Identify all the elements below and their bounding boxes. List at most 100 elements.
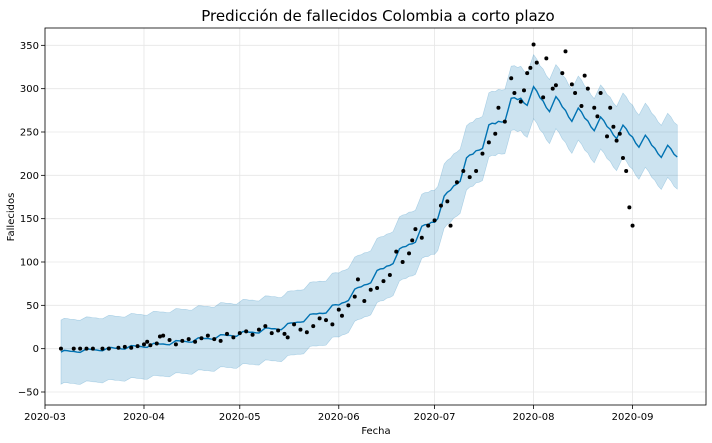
- observed-point: [611, 124, 616, 129]
- observed-point: [375, 286, 380, 290]
- y-tick-label: 0: [33, 344, 39, 355]
- observed-point: [614, 138, 619, 143]
- observed-point: [339, 313, 344, 318]
- forecast-line-layer: [60, 85, 678, 354]
- y-tick-label: −50: [18, 388, 39, 399]
- grid: [44, 28, 706, 405]
- uncertainty-band-area: [60, 53, 678, 385]
- observed-point: [579, 104, 584, 108]
- observed-point: [624, 169, 629, 173]
- observed-point: [122, 344, 127, 349]
- observed-point: [528, 65, 533, 70]
- observed-point: [237, 331, 242, 336]
- observed-point: [362, 299, 367, 303]
- observed-point: [78, 346, 83, 351]
- observed-point: [106, 346, 111, 351]
- observed-point: [157, 334, 162, 339]
- observed-point: [467, 175, 472, 180]
- observed-point: [186, 337, 191, 342]
- observed-point: [231, 335, 236, 340]
- observed-point: [432, 218, 437, 223]
- observed-point: [438, 203, 443, 208]
- observed-point: [541, 95, 546, 100]
- observed-point: [509, 76, 514, 81]
- y-axis: −50 0 50 100 150 200 250 300 350: [18, 41, 45, 399]
- observed-point: [512, 91, 517, 95]
- observed-point: [336, 307, 341, 312]
- observed-point: [544, 56, 549, 61]
- x-tick-label: 2020-07: [414, 412, 456, 423]
- y-tick-label: 350: [20, 41, 39, 52]
- observed-point: [620, 156, 625, 160]
- observed-point: [212, 337, 217, 342]
- x-tick-label: 2020-05: [219, 412, 261, 423]
- observed-point: [608, 105, 613, 110]
- observed-point: [598, 91, 603, 95]
- observed-point: [387, 273, 392, 277]
- observed-point: [394, 249, 399, 254]
- observed-points: [58, 42, 635, 351]
- observed-point: [585, 86, 590, 91]
- observed-point: [282, 331, 287, 336]
- x-axis-label: Fecha: [361, 426, 390, 437]
- observed-point: [346, 303, 351, 308]
- observed-point: [161, 333, 166, 338]
- y-tick-label: 200: [20, 171, 39, 182]
- observed-point: [317, 316, 322, 321]
- observed-point: [100, 346, 105, 351]
- y-tick-label: 250: [20, 128, 39, 139]
- observed-point: [480, 151, 485, 156]
- observed-point: [180, 338, 185, 343]
- observed-point: [550, 86, 555, 91]
- observed-point: [521, 88, 526, 93]
- observed-point: [352, 294, 357, 299]
- x-tick-label: 2020-08: [513, 412, 555, 423]
- observed-point: [605, 134, 610, 139]
- observed-point: [531, 42, 536, 47]
- observed-point: [116, 345, 121, 350]
- observed-point: [595, 114, 600, 119]
- observed-point: [493, 131, 498, 136]
- observed-point: [145, 339, 150, 344]
- observed-point: [324, 318, 328, 323]
- observed-point: [263, 324, 268, 329]
- observed-point: [410, 238, 415, 243]
- observed-point: [381, 279, 386, 284]
- observed-point: [298, 327, 303, 332]
- observed-point: [454, 180, 459, 185]
- observed-point: [400, 260, 405, 264]
- observed-point: [592, 105, 597, 110]
- observed-point: [218, 338, 223, 343]
- x-tick-label: 2020-03: [24, 412, 66, 423]
- observed-point: [225, 331, 230, 336]
- observed-point: [269, 331, 274, 336]
- observed-point: [292, 322, 297, 327]
- chart-title: Predicción de fallecidos Colombia a cort…: [201, 7, 554, 25]
- observed-point: [486, 140, 491, 145]
- x-tick-label: 2020-09: [612, 412, 654, 423]
- y-tick-label: 50: [26, 301, 39, 312]
- observed-point: [627, 205, 632, 210]
- uncertainty-band: [60, 53, 678, 385]
- observed-point: [71, 346, 76, 351]
- observed-point: [426, 223, 431, 228]
- observed-point: [129, 345, 134, 350]
- observed-point: [407, 251, 412, 256]
- observed-point: [474, 169, 479, 173]
- forecast-line: [60, 85, 678, 354]
- observed-point: [582, 73, 587, 78]
- observed-point: [154, 341, 159, 346]
- observed-point: [304, 330, 309, 335]
- observed-point: [518, 99, 523, 104]
- observed-point: [135, 344, 140, 349]
- observed-point: [90, 346, 95, 351]
- observed-point: [256, 327, 261, 332]
- observed-point: [58, 346, 63, 351]
- observed-point: [525, 71, 530, 76]
- observed-point: [285, 335, 290, 340]
- observed-point: [630, 223, 635, 228]
- observed-point: [173, 342, 178, 347]
- observed-point: [502, 119, 507, 124]
- y-tick-label: 300: [20, 84, 39, 95]
